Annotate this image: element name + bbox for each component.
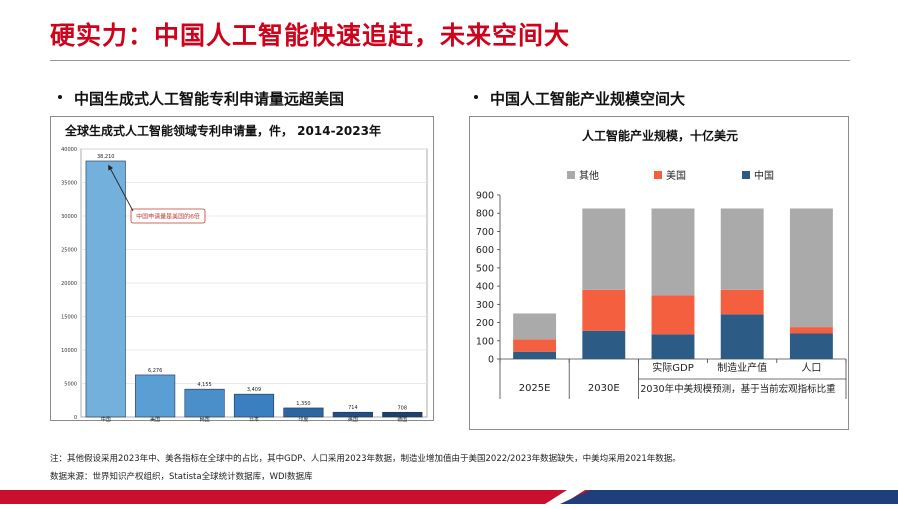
bar-value-label: 4,155 bbox=[197, 382, 211, 388]
slide-title: 硬实力：中国人工智能快速追赶，未来空间大 bbox=[50, 21, 571, 50]
y-tick-label: 600 bbox=[476, 245, 494, 256]
bar bbox=[233, 393, 275, 418]
annotation-text: 中国申请量是美国的6倍 bbox=[136, 213, 200, 221]
patent-chart-title: 全球生成式人工智能领域专利申请量，件， 2014-2023年 bbox=[65, 124, 381, 138]
y-tick-label: 700 bbox=[476, 227, 494, 238]
footer-stripe-blue bbox=[560, 490, 898, 504]
stack-segment-us bbox=[651, 295, 695, 335]
y-tick-label: 30000 bbox=[61, 214, 77, 220]
legend-item: 其他 bbox=[567, 169, 599, 182]
title-divider bbox=[50, 60, 850, 61]
bar bbox=[283, 407, 324, 418]
y-tick-label: 100 bbox=[476, 336, 494, 347]
stack-segment-china bbox=[651, 334, 695, 359]
footnote-note: 注：其他假设采用2023年中、美各指标在全球中的占比，其中GDP、人口采用202… bbox=[50, 454, 681, 464]
y-tick-label: 500 bbox=[476, 263, 494, 274]
y-tick-label: 300 bbox=[476, 300, 494, 311]
industry-chart-panel: 人工智能产业规模，十亿美元 其他 美国 中国 0 100 200 300 400 500 600 7… bbox=[469, 116, 849, 430]
legend-label: 其他 bbox=[579, 169, 599, 182]
legend-item: 美国 bbox=[654, 169, 686, 182]
bar bbox=[135, 374, 176, 418]
x-category-label: 实际GDP bbox=[652, 361, 693, 374]
x-group-label: 2030年中美规模预测，基于当前宏观指标比重 bbox=[640, 383, 836, 395]
bullet-icon bbox=[58, 94, 62, 99]
stack-segment-other bbox=[789, 208, 833, 328]
bar-value-label: 3,409 bbox=[247, 387, 261, 393]
y-tick-label: 0 bbox=[74, 415, 77, 421]
stack-segment-other bbox=[651, 208, 695, 296]
legend-swatch bbox=[742, 171, 750, 179]
y-tick-label: 25000 bbox=[61, 248, 77, 254]
x-category-label: 2025E bbox=[519, 383, 551, 394]
y-tick-label: 40000 bbox=[61, 147, 77, 153]
bar-value-label: 6,276 bbox=[148, 368, 162, 374]
left-section-heading-text: 中国生成式人工智能专利申请量远超美国 bbox=[74, 90, 345, 108]
y-tick-label: 10000 bbox=[61, 348, 77, 354]
right-section-heading-text: 中国人工智能产业规模空间大 bbox=[490, 90, 686, 108]
y-tick-label: 800 bbox=[476, 209, 494, 220]
bar-value-label: 1,350 bbox=[296, 401, 310, 407]
legend-swatch bbox=[567, 171, 575, 179]
stack-segment-china bbox=[720, 314, 764, 359]
y-tick-label: 0 bbox=[488, 355, 494, 366]
x-tick-label: 日本 bbox=[249, 416, 259, 422]
x-tick-label: 德国 bbox=[397, 416, 407, 422]
y-tick-label: 400 bbox=[476, 282, 494, 293]
annotation-arrow bbox=[108, 164, 134, 212]
x-tick-label: 韩国 bbox=[200, 416, 210, 422]
bullet-icon bbox=[474, 94, 478, 99]
y-tick-label: 35000 bbox=[61, 181, 77, 187]
stack-segment-china bbox=[789, 333, 833, 359]
bar-value-label: 708 bbox=[398, 405, 408, 411]
annotation-callout: 中国申请量是美国的6倍 bbox=[130, 208, 206, 224]
x-tick-label: 英国 bbox=[348, 416, 358, 422]
legend-label: 美国 bbox=[666, 169, 686, 182]
stack-segment-china bbox=[582, 330, 626, 359]
left-section-heading: 中国生成式人工智能专利申请量远超美国 bbox=[58, 88, 344, 109]
bar bbox=[85, 160, 126, 418]
legend-item: 中国 bbox=[742, 169, 774, 182]
stack-segment-us bbox=[720, 289, 764, 315]
y-tick-label: 20000 bbox=[61, 281, 77, 287]
patent-chart: 0 5000 10000 15000 20000 25000 30000 35000 40000… bbox=[61, 147, 428, 422]
x-tick-label: 中国 bbox=[101, 416, 111, 422]
stack-segment-us bbox=[513, 339, 557, 352]
bar bbox=[184, 388, 225, 418]
industry-chart: 其他 美国 中国 0 100 200 300 400 500 600 700 800 900 2025E 2… bbox=[476, 169, 847, 399]
footnote-source: 数据来源：世界知识产权组织，Statista全球统计数据库，WDI数据库 bbox=[50, 472, 313, 482]
legend-swatch bbox=[654, 171, 662, 179]
bar bbox=[332, 411, 373, 418]
stack-segment-other bbox=[513, 313, 557, 340]
stack-segment-us bbox=[582, 289, 626, 331]
annotation-box bbox=[130, 208, 206, 224]
stack-segment-other bbox=[582, 208, 626, 290]
stack-segment-us bbox=[789, 327, 833, 334]
x-category-label: 2030E bbox=[588, 383, 620, 394]
x-category-label: 人口 bbox=[801, 362, 821, 374]
patent-chart-panel: 全球生成式人工智能领域专利申请量，件， 2014-2023年 0 5000 1000… bbox=[50, 116, 434, 422]
x-tick-label: 印度 bbox=[298, 416, 308, 422]
right-section-heading: 中国人工智能产业规模空间大 bbox=[474, 88, 685, 109]
y-tick-label: 900 bbox=[476, 191, 494, 202]
stack-segment-other bbox=[720, 208, 764, 290]
industry-chart-title: 人工智能产业规模，十亿美元 bbox=[582, 129, 739, 143]
bar bbox=[382, 411, 423, 418]
y-tick-label: 15000 bbox=[61, 315, 77, 321]
y-tick-label: 200 bbox=[476, 318, 494, 329]
bar-value-label: 714 bbox=[348, 405, 358, 411]
legend-label: 中国 bbox=[754, 169, 774, 182]
bar-value-label: 38,210 bbox=[97, 154, 115, 160]
y-tick-label: 5000 bbox=[64, 382, 77, 388]
x-category-label: 制造业产值 bbox=[717, 361, 767, 374]
stack-segment-china bbox=[513, 351, 557, 359]
x-tick-label: 美国 bbox=[150, 416, 160, 422]
